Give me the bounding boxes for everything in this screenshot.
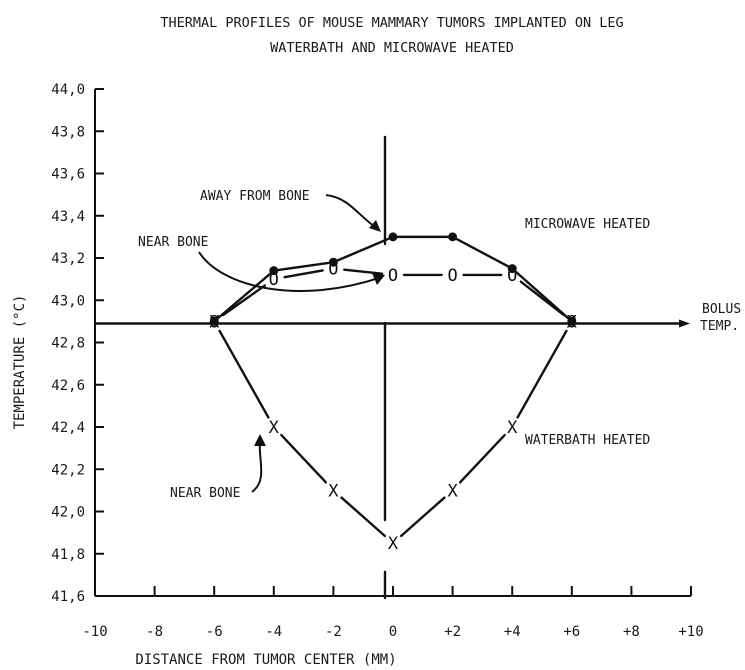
waterbath-segment	[218, 329, 270, 419]
annotation-microwave-heated: MICROWAVE HEATED	[525, 217, 650, 232]
waterbath-segment	[340, 496, 386, 538]
y-tick-label: 44,0	[51, 82, 85, 98]
waterbath-point: X	[209, 312, 220, 332]
near-bone-point: O	[209, 312, 219, 332]
near-bone-segment	[221, 284, 267, 317]
x-tick-label: -10	[82, 624, 107, 640]
near-bone-segment	[519, 280, 565, 316]
y-tick-label: 42,0	[51, 505, 85, 521]
waterbath-point: X	[328, 481, 339, 501]
near-bone-point: O	[507, 266, 517, 286]
waterbath-point: X	[447, 481, 458, 501]
waterbath-point: X	[269, 418, 280, 438]
arrow-away-from-bone	[325, 194, 379, 230]
arrowhead-near-bone-top	[372, 273, 385, 285]
waterbath-segment	[400, 496, 446, 538]
x-tick-label: -8	[146, 624, 163, 640]
waterbath-point: X	[507, 418, 518, 438]
y-tick-label: 42,8	[51, 336, 85, 352]
annotation-near-bone-bottom: NEAR BONE	[170, 486, 240, 501]
arrowhead-away-from-bone	[369, 220, 381, 232]
y-tick-label: 43,0	[51, 293, 85, 309]
away-from-bone-point	[388, 232, 398, 242]
near-bone-segment	[343, 268, 384, 275]
x-tick-label: +8	[623, 624, 640, 640]
near-bone-point: O	[567, 312, 577, 332]
annotation-near-bone-top: NEAR BONE	[138, 235, 208, 250]
waterbath-point: X	[567, 312, 578, 332]
near-bone-segment	[283, 269, 324, 279]
x-tick-label: -6	[206, 624, 223, 640]
away-from-bone-segment	[336, 237, 390, 262]
y-tick-label: 42,4	[51, 420, 85, 436]
near-bone-point: O	[328, 260, 338, 280]
x-tick-label: -2	[325, 624, 342, 640]
x-tick-label: -4	[265, 624, 282, 640]
y-tick-label: 42,6	[51, 378, 85, 394]
x-tick-label: +4	[504, 624, 521, 640]
y-tick-label: 42,2	[51, 462, 85, 478]
away-from-bone-point	[507, 264, 517, 274]
away-from-bone-segment	[216, 272, 272, 320]
away-from-bone-segment	[455, 238, 509, 268]
annotation-away-from-bone: AWAY FROM BONE	[200, 189, 310, 204]
away-from-bone-point	[269, 266, 279, 276]
y-tick-label: 43,8	[51, 124, 85, 140]
near-bone-point: O	[388, 266, 398, 286]
chart-subtitle: WATERBATH AND MICROWAVE HEATED	[270, 40, 514, 56]
y-tick-label: 43,2	[51, 251, 85, 267]
y-tick-label: 41,6	[51, 589, 85, 605]
away-from-bone-point	[209, 316, 219, 326]
arrowhead-near-bone-bottom	[254, 434, 266, 446]
arrow-near-bone-top	[198, 251, 383, 292]
x-tick-label: 0	[389, 624, 397, 640]
y-ticks: 41,6 41,8 42,0 42,2 42,4 42,6 42,8 43,0 43,2 43,4…	[51, 82, 104, 605]
waterbath-segment	[458, 433, 506, 484]
near-bone-point: O	[269, 270, 279, 290]
away-from-bone-point	[448, 232, 458, 242]
x-tick-label: +10	[678, 624, 703, 640]
x-tick-label: +6	[563, 624, 580, 640]
y-tick-label: 43,4	[51, 209, 85, 225]
y-tick-label: 41,8	[51, 547, 85, 563]
bolus-label-line1: BOLUS	[702, 302, 741, 317]
away-from-bone-point	[567, 316, 577, 326]
annotation-waterbath-heated: WATERBATH HEATED	[525, 433, 650, 448]
arrow-near-bone-bottom	[251, 439, 263, 493]
x-axis-label: DISTANCE FROM TUMOR CENTER (MM)	[135, 652, 396, 668]
bolus-line-arrowhead	[679, 319, 690, 328]
away-from-bone-segment	[277, 261, 330, 272]
near-bone-point: O	[447, 266, 457, 286]
chart-title: THERMAL PROFILES OF MOUSE MAMMARY TUMORS…	[160, 15, 623, 31]
away-from-bone-point	[328, 257, 338, 267]
waterbath-point: X	[388, 534, 399, 554]
x-ticks: -10 -8 -6 -4 -2 0 +2 +4 +6 +8 +10	[82, 586, 704, 640]
x-tick-label: +2	[444, 624, 461, 640]
y-axis-label: TEMPERATURE (°C)	[12, 295, 28, 430]
y-tick-label: 43,6	[51, 167, 85, 183]
waterbath-segment	[516, 329, 568, 419]
bolus-label-line2: TEMP.	[700, 319, 739, 334]
waterbath-segment	[280, 433, 328, 484]
